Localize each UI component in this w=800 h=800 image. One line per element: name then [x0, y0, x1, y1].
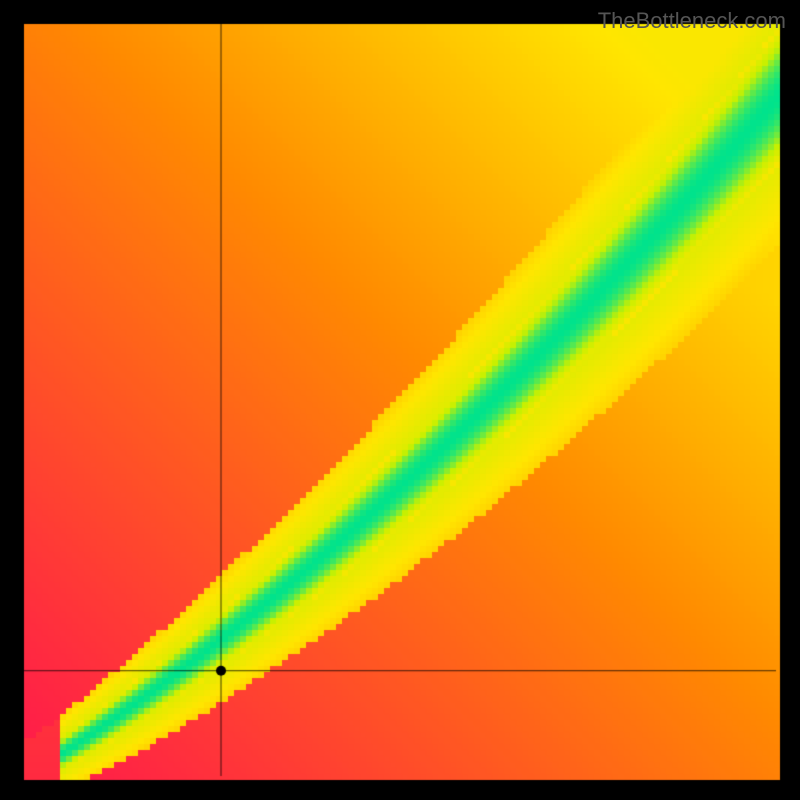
bottleneck-heatmap: [0, 0, 800, 800]
watermark-text: TheBottleneck.com: [598, 8, 786, 34]
